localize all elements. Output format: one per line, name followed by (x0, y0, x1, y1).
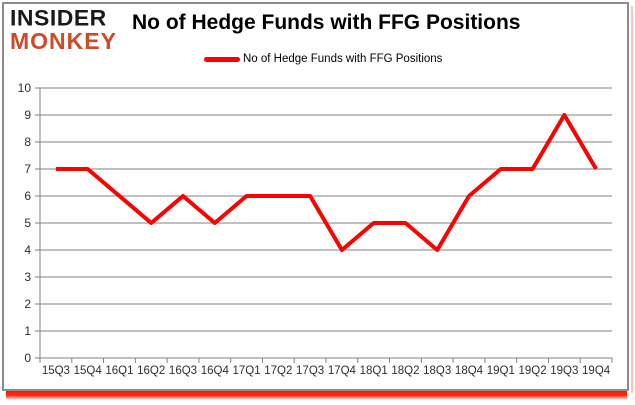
x-axis-label: 19Q2 (518, 365, 546, 377)
x-axis-label: 16Q3 (169, 365, 197, 377)
y-axis-label: 9 (24, 108, 31, 122)
y-axis-label: 3 (24, 270, 31, 284)
x-axis-label: 15Q4 (74, 365, 103, 377)
y-axis-label: 6 (24, 189, 31, 203)
x-axis-label: 15Q3 (42, 365, 70, 377)
x-axis-label: 17Q1 (232, 365, 260, 377)
x-axis-label: 18Q1 (360, 365, 388, 377)
logo-text-insider: INSIDER (10, 5, 107, 31)
insider-monkey-logo: INSIDER MONKEY (10, 7, 117, 53)
x-axis-label: 18Q4 (455, 365, 484, 377)
y-axis-label: 7 (24, 162, 31, 176)
x-axis-label: 17Q3 (296, 365, 324, 377)
x-axis-label: 19Q3 (550, 365, 578, 377)
series-line (55, 113, 598, 252)
y-axis-label: 8 (24, 135, 31, 149)
x-axis-label: 17Q4 (328, 365, 357, 377)
y-axis-label: 1 (24, 324, 31, 338)
bottom-red-accent-bar (6, 391, 627, 400)
x-axis-label: 19Q4 (582, 365, 611, 377)
y-axis-label: 5 (24, 216, 31, 230)
x-axis-label: 16Q2 (137, 365, 165, 377)
x-axis-label: 19Q1 (487, 365, 515, 377)
x-axis-label: 16Q1 (105, 365, 133, 377)
chart-title: No of Hedge Funds with FFG Positions (132, 11, 521, 34)
y-axis-label: 10 (18, 81, 32, 95)
x-axis-label: 18Q2 (391, 365, 419, 377)
x-axis-label: 16Q4 (201, 365, 230, 377)
y-axis-label: 0 (24, 351, 31, 365)
y-axis-label: 2 (24, 297, 31, 311)
right-red-accent-strip (631, 6, 633, 393)
x-axis-label: 18Q3 (423, 365, 451, 377)
legend: No of Hedge Funds with FFG Positions (204, 53, 442, 65)
logo-text-monkey: MONKEY (10, 28, 117, 54)
y-axis-label: 4 (24, 243, 31, 257)
legend-line-swatch (204, 56, 240, 62)
legend-label: No of Hedge Funds with FFG Positions (243, 53, 443, 65)
x-axis-label: 17Q2 (264, 365, 292, 377)
